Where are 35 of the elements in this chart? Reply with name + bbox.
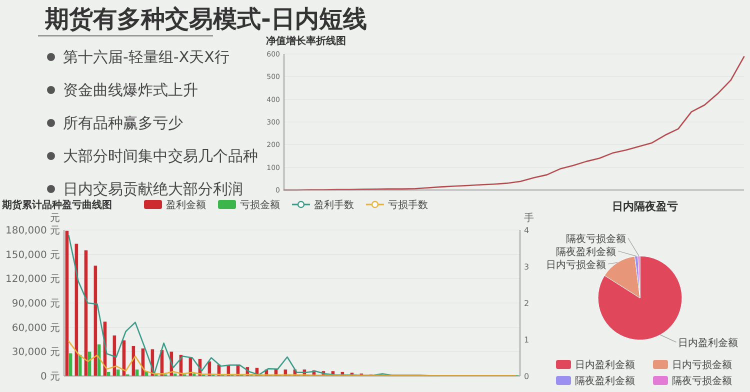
y-tick-label: 150,000 元 <box>5 250 60 261</box>
chart-title: 净值增长率折线图 <box>266 35 346 47</box>
y-tick-label: 60,000 元 <box>12 322 60 334</box>
text: 资金曲线爆炸式上升 <box>63 81 198 99</box>
y2-tick-label: 4 <box>524 226 530 235</box>
y2-tick-label: 2 <box>524 299 530 308</box>
slice-label: 隔夜盈利金额 <box>556 246 616 258</box>
chart-title: 期货累计品种盈亏曲线图 <box>1 199 112 211</box>
y2-axis-title: 手 <box>524 212 534 224</box>
y-tick-label: 120,000 元 <box>5 274 60 286</box>
slice-label: 日内亏损金额 <box>546 259 606 271</box>
y-tick-label: 180,000 元 <box>5 226 60 236</box>
slice-label: 隔夜亏损金额 <box>566 233 626 245</box>
slice-label: 日内盈利金额 <box>678 337 738 350</box>
text: 第十六届-轻量组-X天X行 <box>63 48 230 66</box>
y-axis-title: 元 <box>50 213 60 224</box>
y2-tick-label: 3 <box>524 262 530 272</box>
legend-label: 日内亏损金额 <box>672 359 732 371</box>
legend-label: 隔夜亏损金额 <box>672 375 732 387</box>
text: 所有品种赢多亏少 <box>63 114 183 132</box>
legend-label: 亏损手数 <box>388 199 428 211</box>
text: 大部分时间集中交易几个品种 <box>63 147 258 165</box>
legend-label: 盈利手数 <box>314 199 354 211</box>
legend-label: 亏损金额 <box>240 199 280 211</box>
y2-tick-label: 1 <box>524 336 530 344</box>
y2-tick-label: 0 <box>524 372 530 381</box>
text: 日内交易贡献绝大部分利润 <box>63 180 243 198</box>
y-tick-label: 90,000 元 <box>12 298 60 310</box>
legend-label: 日内盈利金额 <box>575 359 635 371</box>
legend-label: 盈利金额 <box>166 199 206 211</box>
chart-title: 日内隔夜盈亏 <box>612 200 678 213</box>
legend-label: 隔夜盈利金额 <box>575 375 635 387</box>
y-tick-label: 0 元 <box>40 372 60 382</box>
text: 期货有多种交易模式-日内短线 <box>44 5 367 33</box>
y-tick-label: 30,000 元 <box>12 347 60 358</box>
